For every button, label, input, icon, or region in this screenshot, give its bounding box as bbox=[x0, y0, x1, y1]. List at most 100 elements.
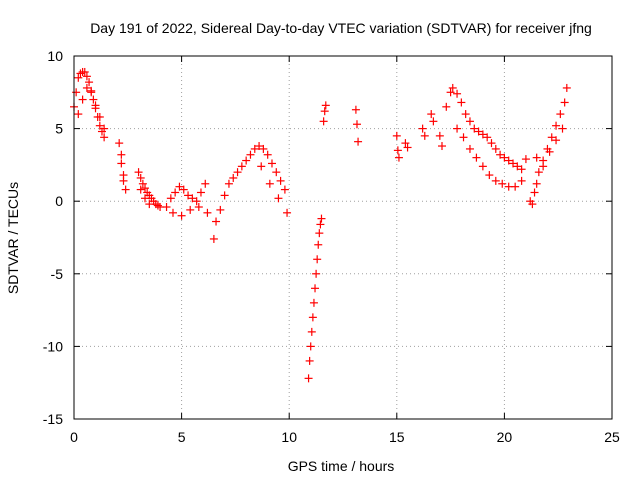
x-tick-label: 0 bbox=[70, 429, 78, 445]
data-point bbox=[259, 144, 268, 153]
data-point bbox=[80, 67, 89, 76]
axis-ticks bbox=[73, 55, 613, 420]
y-tick-label: 0 bbox=[55, 193, 63, 209]
data-point bbox=[229, 173, 238, 182]
data-point bbox=[532, 153, 541, 162]
data-point bbox=[212, 217, 221, 226]
x-tick-labels: 0 5 10 15 20 25 bbox=[70, 429, 620, 445]
data-point bbox=[459, 133, 468, 142]
data-point bbox=[74, 110, 83, 119]
data-point bbox=[314, 240, 323, 249]
data-point bbox=[194, 203, 203, 212]
y-tick-labels: -15 -10 -5 0 5 10 bbox=[43, 48, 63, 427]
data-point bbox=[420, 131, 429, 140]
data-point bbox=[257, 162, 266, 171]
data-point bbox=[265, 179, 274, 188]
data-point bbox=[280, 185, 289, 194]
data-point bbox=[263, 150, 272, 159]
data-point bbox=[517, 176, 526, 185]
data-point bbox=[145, 200, 154, 209]
data-point bbox=[530, 188, 539, 197]
data-point bbox=[448, 83, 457, 92]
data-point bbox=[91, 101, 100, 110]
data-point bbox=[317, 214, 326, 223]
data-point bbox=[100, 133, 109, 142]
x-tick-label: 20 bbox=[497, 429, 513, 445]
data-point bbox=[316, 220, 325, 229]
data-point bbox=[188, 194, 197, 203]
data-point bbox=[320, 107, 329, 116]
data-point bbox=[483, 133, 492, 142]
data-point bbox=[74, 73, 83, 82]
data-point bbox=[136, 173, 145, 182]
data-point bbox=[192, 197, 201, 206]
plot-frame bbox=[73, 55, 613, 420]
x-tick-label: 10 bbox=[281, 429, 297, 445]
data-point bbox=[179, 185, 188, 194]
data-point bbox=[539, 162, 548, 171]
data-point bbox=[162, 203, 171, 212]
data-point bbox=[177, 211, 186, 220]
data-point bbox=[166, 194, 175, 203]
data-point bbox=[465, 117, 474, 126]
data-point bbox=[233, 168, 242, 177]
data-point bbox=[115, 139, 124, 148]
x-tick-label: 5 bbox=[178, 429, 186, 445]
data-point bbox=[304, 374, 313, 383]
data-point bbox=[78, 95, 87, 104]
data-point bbox=[474, 127, 483, 136]
data-point bbox=[511, 182, 520, 191]
data-point bbox=[401, 139, 410, 148]
data-point bbox=[457, 98, 466, 107]
y-tick-label: -10 bbox=[43, 338, 63, 354]
data-point bbox=[521, 155, 530, 164]
data-point bbox=[267, 159, 276, 168]
data-point bbox=[272, 168, 281, 177]
data-point bbox=[394, 153, 403, 162]
x-axis-label: GPS time / hours bbox=[288, 458, 395, 474]
data-point bbox=[308, 313, 317, 322]
data-point bbox=[545, 147, 554, 156]
data-point bbox=[250, 144, 259, 153]
y-axis-label: SDTVAR / TECUs bbox=[5, 182, 21, 294]
data-point bbox=[136, 185, 145, 194]
data-point bbox=[556, 110, 565, 119]
data-point bbox=[517, 165, 526, 174]
data-point bbox=[196, 188, 205, 197]
data-point bbox=[496, 150, 505, 159]
data-point bbox=[121, 185, 130, 194]
data-point bbox=[478, 162, 487, 171]
data-point bbox=[418, 124, 427, 133]
data-point bbox=[435, 131, 444, 140]
data-point bbox=[246, 150, 255, 159]
data-point bbox=[504, 156, 513, 165]
data-point bbox=[532, 179, 541, 188]
data-point bbox=[283, 208, 292, 217]
y-tick-label: 10 bbox=[47, 48, 63, 64]
data-point bbox=[403, 143, 412, 152]
data-point bbox=[72, 88, 81, 97]
data-point bbox=[513, 162, 522, 171]
data-point bbox=[82, 83, 91, 92]
data-point bbox=[498, 179, 507, 188]
data-point bbox=[465, 144, 474, 153]
data-point bbox=[255, 142, 264, 151]
data-point bbox=[491, 176, 500, 185]
data-point bbox=[87, 88, 96, 97]
data-point bbox=[562, 83, 571, 92]
data-point bbox=[470, 124, 479, 133]
data-point bbox=[352, 120, 361, 129]
data-points bbox=[70, 67, 571, 383]
data-point bbox=[485, 171, 494, 180]
data-point bbox=[453, 124, 462, 133]
data-point bbox=[117, 159, 126, 168]
data-point bbox=[442, 102, 451, 111]
data-point bbox=[351, 105, 360, 114]
data-point bbox=[117, 150, 126, 159]
data-point bbox=[528, 200, 537, 209]
data-point bbox=[558, 124, 567, 133]
data-point bbox=[100, 124, 109, 133]
data-point bbox=[184, 191, 193, 200]
data-point bbox=[141, 194, 150, 203]
